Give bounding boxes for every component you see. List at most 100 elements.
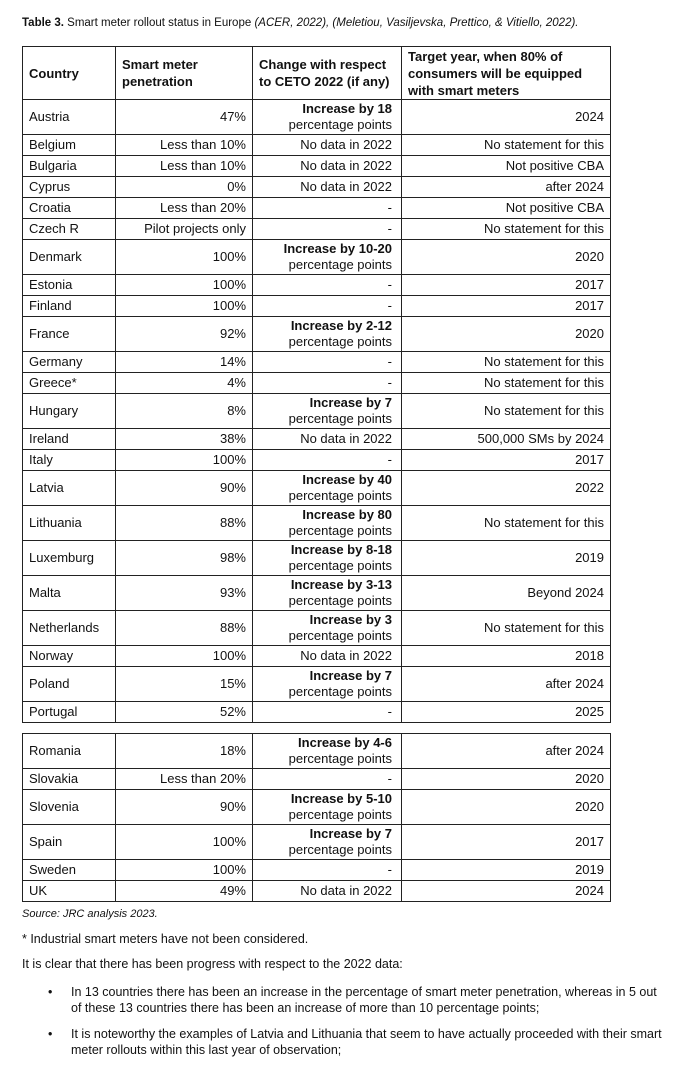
header-penetration: Smart meter penetration xyxy=(115,46,253,100)
cell-target-year: 2017 xyxy=(401,824,611,860)
cell-change: - xyxy=(252,351,402,373)
cell-country: France xyxy=(22,316,116,352)
list-item: • In 13 countries there has been an incre… xyxy=(22,984,662,1016)
table-row: Portugal 52% -2025 xyxy=(22,701,611,723)
cell-country: Cyprus xyxy=(22,176,116,198)
change-unit: percentage points xyxy=(288,523,392,538)
table-source: Source: JRC analysis 2023. xyxy=(22,908,158,920)
cell-target-year: 2020 xyxy=(401,239,611,275)
table-row: Czech R Pilot projects only - No statement … xyxy=(22,218,611,240)
table-row: Finland 100% -2017 xyxy=(22,295,611,317)
cell-penetration: 88% xyxy=(115,505,253,541)
cell-target-year: Not positive CBA xyxy=(401,155,611,177)
table-row: Malta 93% Increase by 3-13 percentage point… xyxy=(22,575,611,611)
caption-citation: (ACER, 2022), (Meletiou, Vasiljevska, Pr… xyxy=(254,17,579,29)
table-row: UK 49% No data in 2022 2024 xyxy=(22,880,611,902)
change-amount: Increase by 40 xyxy=(302,472,392,487)
cell-penetration: 100% xyxy=(115,295,253,317)
table-row: Slovakia Less than 20% -2020 xyxy=(22,768,611,790)
cell-country: Slovakia xyxy=(22,768,116,790)
caption-text: Smart meter rollout status in Europe xyxy=(63,17,255,29)
table-header-row: Country Smart meter penetration Change w… xyxy=(22,46,611,100)
cell-country: Poland xyxy=(22,666,116,702)
cell-penetration: Less than 20% xyxy=(115,768,253,790)
table-row: Denmark 100% Increase by 10-20 percentage p… xyxy=(22,239,611,275)
change-amount: Increase by 4-6 xyxy=(298,735,392,750)
table-row: Lithuania 88% Increase by 80 percentage poi… xyxy=(22,505,611,541)
cell-country: Czech R xyxy=(22,218,116,240)
table-caption: Table 3. Smart meter rollout status in E… xyxy=(22,17,579,29)
cell-penetration: 38% xyxy=(115,428,253,450)
change-unit: percentage points xyxy=(288,842,392,857)
cell-change: No data in 2022 xyxy=(252,176,402,198)
cell-penetration: 18% xyxy=(115,733,253,769)
smart-meter-table-continued: Romania 18% Increase by 4-6 percentage poin… xyxy=(22,733,611,902)
change-unit: percentage points xyxy=(288,488,392,503)
cell-penetration: 100% xyxy=(115,645,253,667)
cell-change: No data in 2022 xyxy=(252,428,402,450)
cell-country: Italy xyxy=(22,449,116,471)
change-amount: Increase by 3-13 xyxy=(290,577,392,592)
cell-country: Netherlands xyxy=(22,610,116,646)
caption-label: Table 3. xyxy=(22,17,64,29)
change-amount: Increase by 7 xyxy=(309,668,392,683)
cell-change: Increase by 2-12 percentage points xyxy=(252,316,402,352)
cell-target-year: 2025 xyxy=(401,701,611,723)
cell-change: Increase by 80 percentage points xyxy=(252,505,402,541)
cell-penetration: 100% xyxy=(115,239,253,275)
header-change: Change with respect to CETO 2022 (if any… xyxy=(252,46,402,100)
cell-change: Increase by 40 percentage points xyxy=(252,470,402,506)
table-row: Sweden 100% -2019 xyxy=(22,859,611,881)
cell-target-year: after 2024 xyxy=(401,733,611,769)
change-amount: Increase by 7 xyxy=(309,395,392,410)
table-row: Luxemburg 98% Increase by 8-18 percentage p… xyxy=(22,540,611,576)
cell-country: Croatia xyxy=(22,197,116,219)
table-row: Bulgaria Less than 10% No data in 2022 Not … xyxy=(22,155,611,177)
cell-country: Slovenia xyxy=(22,789,116,825)
table-row: Latvia 90% Increase by 40 percentage points… xyxy=(22,470,611,506)
cell-country: Portugal xyxy=(22,701,116,723)
cell-penetration: Less than 10% xyxy=(115,134,253,156)
cell-country: Norway xyxy=(22,645,116,667)
table-row: Romania 18% Increase by 4-6 percentage poin… xyxy=(22,733,611,769)
cell-target-year: 2020 xyxy=(401,789,611,825)
cell-penetration: 88% xyxy=(115,610,253,646)
cell-target-year: 2020 xyxy=(401,316,611,352)
cell-change: Increase by 4-6 percentage points xyxy=(252,733,402,769)
cell-penetration: 98% xyxy=(115,540,253,576)
table-row: Poland 15% Increase by 7 percentage points a… xyxy=(22,666,611,702)
table-row: Belgium Less than 10% No data in 2022 No st… xyxy=(22,134,611,156)
change-unit: percentage points xyxy=(288,334,392,349)
change-amount: Increase by 7 xyxy=(309,826,392,841)
cell-target-year: No statement for this xyxy=(401,393,611,429)
cell-country: Austria xyxy=(22,99,116,135)
cell-change: No data in 2022 xyxy=(252,645,402,667)
cell-country: Spain xyxy=(22,824,116,860)
cell-target-year: 2017 xyxy=(401,449,611,471)
cell-country: Estonia xyxy=(22,274,116,296)
cell-penetration: 47% xyxy=(115,99,253,135)
change-unit: percentage points xyxy=(288,411,392,426)
table-row: Croatia Less than 20% - Not positive CBA xyxy=(22,197,611,219)
table-row: Hungary 8% Increase by 7 percentage points N… xyxy=(22,393,611,429)
change-unit: percentage points xyxy=(288,117,392,132)
cell-change: Increase by 5-10 percentage points xyxy=(252,789,402,825)
cell-target-year: No statement for this xyxy=(401,218,611,240)
cell-penetration: 100% xyxy=(115,274,253,296)
cell-penetration: 92% xyxy=(115,316,253,352)
cell-penetration: 8% xyxy=(115,393,253,429)
cell-country: Bulgaria xyxy=(22,155,116,177)
bullet-icon: • xyxy=(48,985,53,999)
change-amount: Increase by 10-20 xyxy=(283,241,392,256)
table-row: Ireland 38% No data in 2022 500,000 SMs by … xyxy=(22,428,611,450)
table-row: Norway 100% No data in 2022 2018 xyxy=(22,645,611,667)
cell-penetration: 93% xyxy=(115,575,253,611)
header-target-year: Target year, when 80% of consumers will … xyxy=(401,46,611,100)
table-row: Austria 47% Increase by 18 percentage point… xyxy=(22,99,611,135)
cell-country: Luxemburg xyxy=(22,540,116,576)
body-paragraph: It is clear that there has been progress… xyxy=(22,957,403,971)
cell-target-year: 2019 xyxy=(401,859,611,881)
cell-target-year: after 2024 xyxy=(401,176,611,198)
cell-penetration: 100% xyxy=(115,859,253,881)
cell-country: Germany xyxy=(22,351,116,373)
